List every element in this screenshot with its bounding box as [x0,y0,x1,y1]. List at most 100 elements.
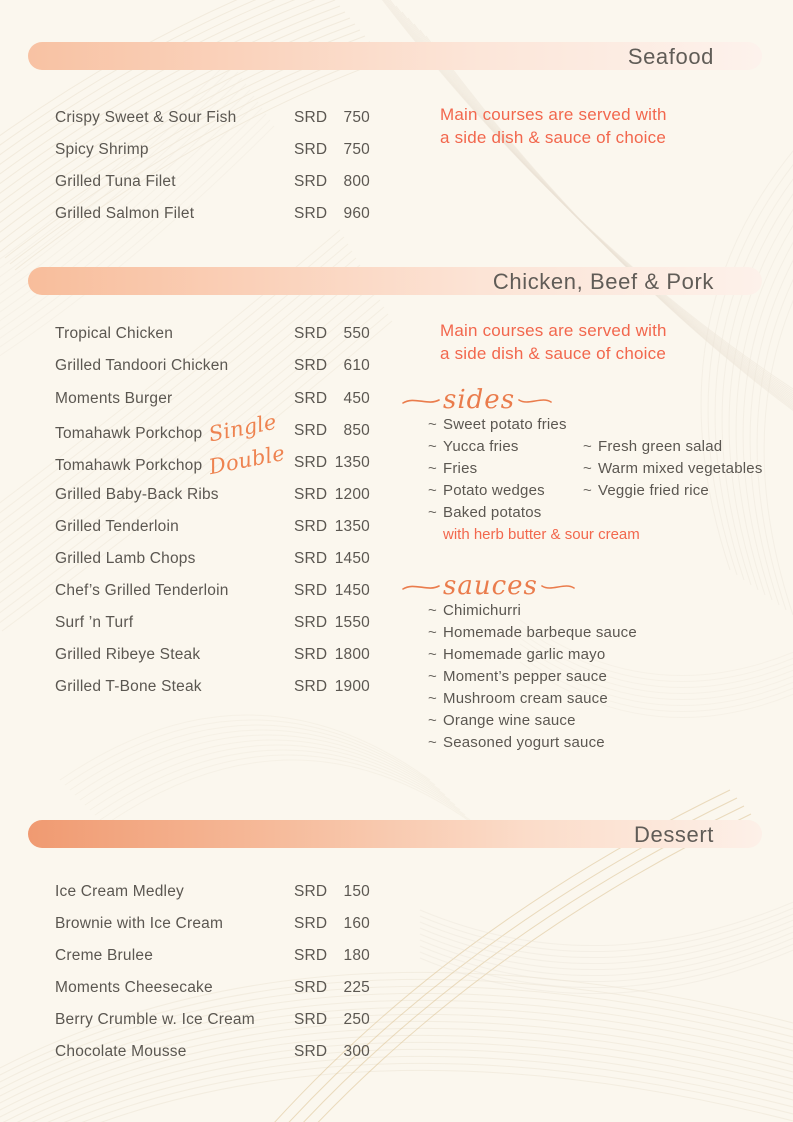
sides-list-col1: ~ Sweet potato fries ~ Yucca fries ~ Fries … [428,414,567,524]
tilde-bullet: ~ [428,646,437,663]
swash-right-decoration [518,399,552,403]
side-item-label: Warm mixed vegetables [598,460,763,477]
side-item-label: Yucca fries [443,438,519,455]
item-price: 1350 [334,454,370,471]
menu-item-row: Grilled Salmon Filet SRD 960 [55,204,375,224]
sauce-item-label: Orange wine sauce [443,712,576,729]
item-name: Chocolate Mousse [55,1043,187,1060]
section-title: Dessert [634,822,714,847]
tilde-bullet: ~ [428,438,437,455]
note-line: Main courses are served with [440,105,667,124]
menu-item-row: Surf ’n Turf SRD 1550 [55,613,375,633]
sauce-item-label: Mushroom cream sauce [443,690,608,707]
menu-item-row: Spicy Shrimp SRD 750 [55,140,375,160]
side-item: ~ Fresh green salad [583,436,763,458]
item-variant-label: Single [207,409,279,447]
item-price: 1550 [334,614,370,631]
sauces-heading-text: sauces [443,571,538,601]
item-currency: SRD [294,518,328,535]
sauce-item-label: Chimichurri [443,602,522,619]
menu-item-row: Moments Burger SRD 450 [55,389,375,409]
item-name: Grilled Tuna Filet [55,173,176,190]
tilde-bullet: ~ [428,482,437,499]
section-title: Seafood [627,44,714,69]
item-currency: SRD [294,646,328,663]
seafood-note: Main courses are served with a side dish… [440,103,667,149]
item-name: Grilled Lamb Chops [55,550,196,567]
item-price: 450 [343,390,370,407]
sauce-item-label: Moment’s pepper sauce [443,668,608,685]
chicken-note: Main courses are served with a side dish… [440,319,667,365]
menu-item-row: Ice Cream Medley SRD 150 [55,882,375,902]
side-item: ~ Warm mixed vegetables [583,458,763,480]
menu-item-row: Grilled Tuna Filet SRD 800 [55,172,375,192]
item-currency: SRD [294,454,328,471]
item-price: 800 [343,173,370,190]
side-item: ~ Baked potatos [428,502,567,524]
item-name: Berry Crumble w. Ice Cream [55,1011,255,1028]
sauce-item-label: Homemade garlic mayo [443,646,606,663]
sides-heading: sides [402,385,552,415]
item-currency: SRD [294,357,328,374]
item-name: Tomahawk Porkchop [55,457,203,474]
tilde-bullet: ~ [428,624,437,641]
menu-item-row: Chocolate Mousse SRD 300 [55,1042,375,1062]
side-item-label: Veggie fried rice [598,482,709,499]
item-price: 300 [343,1043,370,1060]
item-currency: SRD [294,173,328,190]
menu-item-row: Tomahawk Porkchop Single SRD 850 [55,410,375,447]
sauce-item: ~ Orange wine sauce [428,710,637,732]
tilde-bullet: ~ [428,712,437,729]
menu-item-row: Chef’s Grilled Tenderloin SRD 1450 [55,581,375,601]
item-price: 1200 [334,486,370,503]
sauce-item: ~ Moment’s pepper sauce [428,666,637,688]
item-price: 960 [343,205,370,222]
sauce-item: ~ Mushroom cream sauce [428,688,637,710]
menu-item-row: Tomahawk Porkchop Double SRD 1350 [55,441,375,479]
item-currency: SRD [294,390,328,407]
sauces-heading: sauces [402,571,575,601]
item-price: 150 [343,883,370,900]
side-item-label: Sweet potato fries [443,416,567,433]
note-line: a side dish & sauce of choice [440,128,666,147]
menu-item-row: Moments Cheesecake SRD 225 [55,978,375,998]
item-currency: SRD [294,947,328,964]
side-item-label: Fries [443,460,478,477]
item-price: 1350 [334,518,370,535]
item-currency: SRD [294,109,328,126]
item-name: Tropical Chicken [55,325,174,342]
item-price: 1900 [334,678,370,695]
sauce-item: ~ Homemade garlic mayo [428,644,637,666]
item-price: 610 [343,357,370,374]
tilde-bullet: ~ [428,416,437,433]
item-currency: SRD [294,486,328,503]
item-currency: SRD [294,678,328,695]
side-item: ~ Potato wedges [428,480,567,502]
item-currency: SRD [294,1011,328,1028]
side-item-label: Potato wedges [443,482,545,499]
section-header-seafood: Seafood [28,42,762,70]
sides-list-col2: ~ Fresh green salad ~ Warm mixed vegetable… [583,436,763,502]
menu-item-row: Tropical Chicken SRD 550 [55,324,375,344]
item-name: Surf ’n Turf [55,614,134,631]
item-name: Brownie with Ice Cream [55,915,224,932]
item-price: 750 [343,109,370,126]
item-currency: SRD [294,422,328,439]
item-name: Grilled Baby-Back Ribs [55,486,219,503]
note-line: a side dish & sauce of choice [440,344,666,363]
item-currency: SRD [294,915,328,932]
item-price: 550 [343,325,370,342]
tilde-bullet: ~ [428,690,437,707]
swash-left-decoration [402,399,440,404]
tilde-bullet: ~ [428,734,437,751]
item-currency: SRD [294,550,328,567]
swash-left-decoration [402,585,440,590]
item-price: 180 [343,947,370,964]
menu-item-row: Grilled Ribeye Steak SRD 1800 [55,645,375,665]
item-name: Grilled Tenderloin [55,518,179,535]
item-currency: SRD [294,582,328,599]
item-name: Moments Cheesecake [55,979,213,996]
menu-item-row: Grilled Baby-Back Ribs SRD 1200 [55,485,375,505]
section-title: Chicken, Beef & Pork [492,269,714,294]
swash-right-decoration [541,585,575,589]
